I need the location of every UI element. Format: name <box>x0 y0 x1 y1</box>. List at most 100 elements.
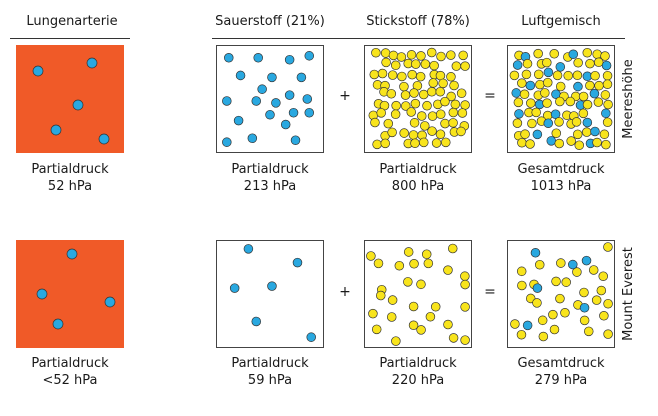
oxygen-molecule <box>590 126 600 137</box>
nitrogen-value: 220 hPa <box>391 373 445 388</box>
nitrogen-molecule <box>549 324 560 335</box>
nitrogen-molecule <box>593 97 604 107</box>
oxygen-caption-everest: Partialdruck 59 hPa <box>210 355 330 389</box>
nitrogen-diagram-everest <box>366 243 470 346</box>
nitrogen-molecule <box>372 139 382 150</box>
header-nitrogen: Stickstoff (78%) <box>366 14 470 29</box>
oxygen-molecule <box>543 118 554 128</box>
nitrogen-molecule <box>419 137 429 148</box>
mixture-caption-sealevel: Gesamtdruck 1013 hPa <box>501 161 621 195</box>
nitrogen-molecule <box>509 70 520 81</box>
oxygen-molecule <box>235 70 246 81</box>
nitrogen-molecule <box>431 138 442 148</box>
nitrogen-molecule <box>585 80 595 91</box>
nitrogen-molecule <box>408 301 419 312</box>
nitrogen-molecule <box>411 59 421 69</box>
oxygen-molecule <box>271 98 281 108</box>
nitrogen-molecule <box>396 52 407 62</box>
nitrogen-molecule <box>429 60 439 71</box>
nitrogen-molecule <box>438 78 448 89</box>
nitrogen-molecule <box>556 258 566 268</box>
oxygen-diagram-sealevel <box>222 51 315 147</box>
oxygen-molecule <box>284 54 295 65</box>
nitrogen-molecule <box>388 50 399 61</box>
nitrogen-diagram-sealevel <box>368 47 470 150</box>
nitrogen-molecule <box>520 129 530 139</box>
nitrogen-molecule <box>380 138 391 149</box>
oxygen-molecule <box>532 283 543 293</box>
oxygen-molecule <box>579 302 590 313</box>
mixture-box-sealevel <box>507 45 615 153</box>
oxygen-molecule <box>253 53 263 63</box>
nitrogen-molecule <box>369 69 380 80</box>
oxygen-box-sealevel <box>216 45 324 153</box>
nitrogen-molecule <box>446 91 456 102</box>
nitrogen-molecule <box>582 99 593 110</box>
nitrogen-molecule <box>427 111 438 121</box>
nitrogen-molecule <box>387 295 398 305</box>
artery-diagram-everest <box>16 240 124 348</box>
equals-sign-sealevel: = <box>484 88 496 104</box>
nitrogen-molecule <box>368 308 378 319</box>
nitrogen-molecule <box>588 265 599 275</box>
nitrogen-molecule <box>448 333 459 343</box>
oxygen-molecule <box>224 53 234 63</box>
oxygen-molecule <box>247 133 258 144</box>
equals-sign-everest: = <box>484 284 496 300</box>
header-rule-right <box>212 38 625 39</box>
oxygen-molecule <box>581 255 592 266</box>
nitrogen-molecule <box>554 138 565 149</box>
nitrogen-molecule <box>540 88 550 98</box>
nitrogen-molecule <box>548 309 558 320</box>
nitrogen-molecule <box>542 98 552 108</box>
oxygen-molecule <box>601 60 612 71</box>
nitrogen-molecule <box>456 88 467 99</box>
header-rule-left <box>10 38 130 39</box>
mixture-caption-everest: Gesamtdruck 279 hPa <box>501 355 621 389</box>
nitrogen-molecule <box>448 118 458 128</box>
nitrogen-molecule <box>583 326 594 337</box>
nitrogen-box-sealevel <box>364 45 472 153</box>
nitrogen-molecule <box>603 329 613 339</box>
nitrogen-molecule <box>572 267 582 277</box>
nitrogen-molecule <box>418 89 429 100</box>
oxygen-molecule <box>32 65 44 77</box>
artery-label: Partialdruck <box>31 162 109 177</box>
oxygen-molecule <box>514 109 524 119</box>
nitrogen-molecule <box>533 48 543 59</box>
nitrogen-molecule <box>377 68 388 79</box>
nitrogen-molecule <box>460 335 470 345</box>
nitrogen-molecule <box>386 312 397 322</box>
nitrogen-molecule <box>555 293 565 304</box>
nitrogen-molecule <box>512 118 523 128</box>
oxygen-molecule <box>243 244 254 254</box>
artery-diagram-sealevel <box>16 45 124 153</box>
oxygen-molecule <box>36 288 48 300</box>
nitrogen-molecule <box>408 130 419 140</box>
nitrogen-molecule <box>416 325 426 335</box>
oxygen-molecule <box>288 107 299 118</box>
nitrogen-molecule <box>380 48 391 58</box>
nitrogen-molecule <box>552 70 563 81</box>
oxygen-molecule <box>290 135 301 145</box>
mixture-diagram-everest <box>510 242 613 342</box>
nitrogen-molecule <box>381 57 391 68</box>
nitrogen-molecule <box>450 99 461 110</box>
nitrogen-molecule <box>370 117 380 128</box>
nitrogen-molecule <box>436 51 446 62</box>
oxygen-molecule <box>512 60 523 70</box>
nitrogen-molecule <box>451 61 462 71</box>
nitrogen-molecule <box>448 107 459 118</box>
nitrogen-molecule <box>373 258 384 269</box>
nitrogen-molecule <box>409 118 420 128</box>
oxygen-molecule <box>530 248 541 258</box>
nitrogen-molecule <box>573 57 583 68</box>
nitrogen-molecule <box>443 319 453 330</box>
nitrogen-molecule <box>519 89 530 100</box>
nitrogen-molecule <box>510 319 520 329</box>
nitrogen-molecule <box>399 128 409 138</box>
nitrogen-molecule <box>435 129 446 139</box>
nitrogen-molecule <box>460 100 470 110</box>
nitrogen-molecule <box>533 69 544 80</box>
nitrogen-molecule <box>578 91 589 102</box>
